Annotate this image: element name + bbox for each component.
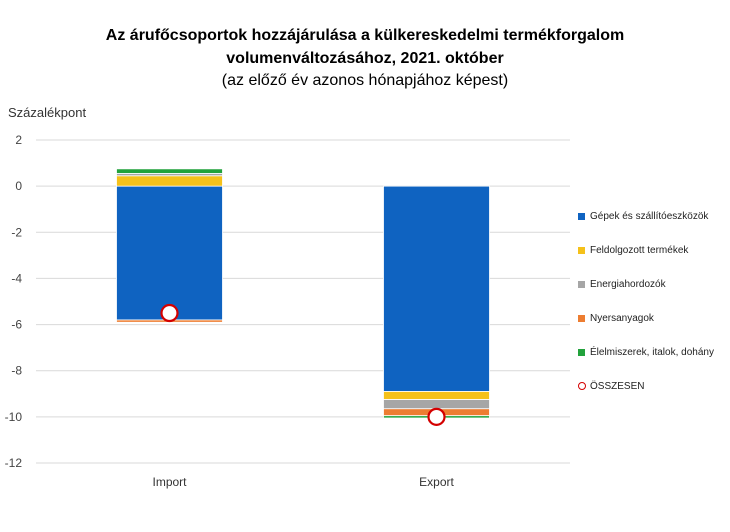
chart-subtitle: (az előző év azonos hónapjához képest) bbox=[221, 72, 509, 89]
y-tick-label: -8 bbox=[11, 364, 22, 378]
bar-segment bbox=[116, 175, 223, 187]
legend-item: ÖSSZESEN bbox=[578, 380, 644, 394]
total-marker bbox=[160, 303, 179, 323]
legend-swatch-icon bbox=[578, 280, 585, 288]
legend-label: Nyersanyagok bbox=[590, 313, 654, 324]
legend-item: Nyersanyagok bbox=[578, 312, 654, 326]
chart-title-line1: Az árufőcsoportok hozzájárulása a külker… bbox=[105, 27, 625, 44]
y-tick-label: -12 bbox=[5, 456, 23, 470]
total-marker bbox=[427, 407, 446, 426]
bar-segment bbox=[383, 399, 490, 410]
x-tick-label: Import bbox=[152, 475, 187, 489]
legend-item: Gépek és szállítóeszközök bbox=[578, 210, 708, 224]
chart-title-line2: volumenváltozásához, 2021. október bbox=[226, 50, 504, 67]
legend-label: Gépek és szállítóeszközök bbox=[590, 211, 709, 222]
legend-label: Élelmiszerek, italok, dohány bbox=[590, 347, 714, 358]
legend-swatch-icon bbox=[578, 314, 585, 322]
bar-segment bbox=[383, 391, 490, 400]
legend-item: Energiahordozók bbox=[578, 278, 666, 292]
legend-swatch-icon bbox=[578, 212, 585, 220]
legend-label: ÖSSZESEN bbox=[590, 381, 645, 392]
chart-title-block: Az árufőcsoportok hozzájárulása a külker… bbox=[0, 24, 730, 92]
legend-item: Élelmiszerek, italok, dohány bbox=[578, 346, 714, 360]
legend-circle-icon bbox=[578, 382, 586, 391]
y-tick-label: 2 bbox=[15, 133, 22, 147]
y-tick-label: -2 bbox=[11, 225, 22, 239]
bar-segment bbox=[383, 185, 490, 392]
legend-swatch-icon bbox=[578, 348, 585, 356]
y-tick-label: -10 bbox=[5, 410, 23, 424]
y-tick-label: -6 bbox=[11, 318, 22, 332]
y-tick-label: 0 bbox=[15, 179, 22, 193]
bar-segment bbox=[116, 185, 223, 321]
y-axis-label: Százalékpont bbox=[8, 105, 86, 120]
bar-segment bbox=[116, 168, 223, 174]
legend-label: Feldolgozott termékek bbox=[590, 245, 689, 256]
legend-swatch-icon bbox=[578, 246, 585, 254]
legend-label: Energiahordozók bbox=[590, 279, 666, 290]
legend-item: Feldolgozott termékek bbox=[578, 244, 688, 258]
x-tick-label: Export bbox=[419, 475, 454, 489]
y-tick-label: -4 bbox=[11, 271, 22, 285]
